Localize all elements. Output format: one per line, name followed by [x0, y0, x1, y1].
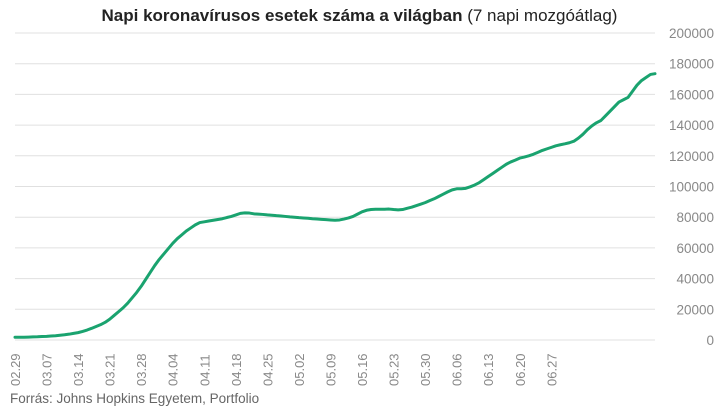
y-tick-label: 0	[706, 333, 714, 348]
source-note: Forrás: Johns Hopkins Egyetem, Portfolio	[10, 391, 260, 406]
series-line	[13, 72, 657, 339]
y-tick-label: 160000	[669, 87, 714, 102]
x-tick-label: 05.23	[387, 353, 402, 386]
y-tick-label: 40000	[676, 272, 714, 287]
x-tick-label: 04.11	[197, 354, 212, 386]
y-tick-label: 20000	[676, 302, 714, 317]
chart-title-subtitle: (7 napi mozgóátlag)	[467, 6, 618, 25]
x-tick-label: 06.27	[544, 353, 559, 386]
y-tick-label: 200000	[669, 26, 714, 41]
x-tick-label: 06.06	[450, 353, 465, 386]
y-tick-label: 80000	[676, 210, 714, 225]
y-tick-label: 60000	[676, 241, 714, 256]
y-tick-labels: 0 20000 40000 60000 80000 100000 120000 140000 1…	[669, 26, 714, 348]
x-tick-label: 05.16	[355, 353, 370, 386]
y-tick-label: 120000	[669, 149, 714, 164]
x-tick-label: 03.07	[40, 353, 55, 386]
x-tick-label: 03.28	[134, 353, 149, 386]
chart-title-main: Napi koronavírusos esetek száma a világb…	[101, 6, 463, 25]
grid-lines	[15, 32, 655, 341]
x-tick-label: 03.21	[103, 353, 118, 386]
x-tick-label: 04.25	[260, 353, 275, 386]
x-tick-label: 06.20	[513, 353, 528, 386]
y-tick-label: 180000	[669, 57, 714, 72]
x-tick-labels: 02.29 03.07 03.14 03.21 03.28 04.04 04.11 04.18…	[8, 353, 559, 386]
x-tick-label: 05.09	[323, 353, 338, 386]
x-tick-label: 05.30	[418, 353, 433, 386]
x-tick-label: 04.18	[229, 353, 244, 386]
x-tick-label: 05.02	[292, 353, 307, 386]
y-tick-label: 140000	[669, 118, 714, 133]
y-tick-label: 100000	[669, 180, 714, 195]
x-tick-label: 02.29	[8, 353, 23, 386]
x-tick-label: 03.14	[71, 353, 86, 386]
chart-title: Napi koronavírusos esetek száma a világb…	[0, 6, 719, 26]
x-tick-label: 04.04	[166, 353, 181, 386]
x-tick-label: 06.13	[481, 353, 496, 386]
